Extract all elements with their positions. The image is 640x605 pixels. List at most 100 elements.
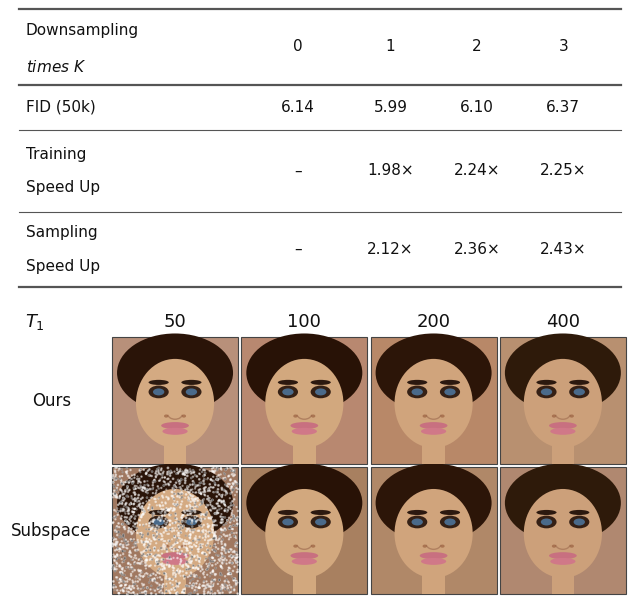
Point bbox=[111, 561, 122, 571]
Point bbox=[204, 587, 214, 597]
Point bbox=[118, 494, 129, 503]
Point bbox=[128, 478, 138, 488]
Point bbox=[180, 516, 191, 526]
Point bbox=[119, 534, 129, 544]
Point bbox=[137, 532, 147, 542]
Text: 6.10: 6.10 bbox=[460, 100, 493, 115]
Point bbox=[220, 500, 230, 509]
Point bbox=[135, 503, 145, 512]
Point bbox=[214, 505, 225, 514]
Point bbox=[177, 517, 188, 526]
Point bbox=[169, 572, 179, 581]
Point bbox=[221, 575, 232, 584]
Point bbox=[204, 561, 214, 571]
Point bbox=[154, 514, 164, 524]
Point bbox=[143, 505, 154, 515]
Point bbox=[124, 518, 134, 528]
Point bbox=[184, 581, 195, 591]
Point bbox=[191, 480, 201, 490]
Point bbox=[188, 465, 198, 475]
Point bbox=[113, 507, 123, 517]
Point bbox=[182, 468, 192, 478]
Point bbox=[181, 526, 191, 536]
Point bbox=[175, 525, 186, 534]
Point bbox=[181, 539, 191, 549]
Point bbox=[143, 481, 154, 491]
Point bbox=[140, 551, 150, 561]
Point bbox=[195, 500, 205, 510]
Point bbox=[230, 551, 240, 561]
Point bbox=[232, 589, 243, 598]
Point bbox=[210, 570, 220, 580]
Point bbox=[115, 491, 125, 501]
Point bbox=[183, 581, 193, 591]
Point bbox=[210, 478, 220, 488]
Point bbox=[145, 561, 155, 571]
Point bbox=[175, 489, 186, 499]
Ellipse shape bbox=[136, 359, 214, 448]
Point bbox=[110, 489, 120, 499]
Point bbox=[161, 480, 171, 489]
Point bbox=[229, 511, 239, 521]
Point bbox=[118, 468, 128, 477]
Point bbox=[185, 554, 195, 563]
Point bbox=[231, 577, 241, 586]
Point bbox=[134, 572, 144, 581]
Point bbox=[228, 512, 239, 522]
Point bbox=[188, 574, 198, 584]
Point bbox=[162, 505, 172, 515]
Point bbox=[122, 589, 132, 599]
Point bbox=[219, 542, 229, 552]
Point bbox=[209, 556, 220, 566]
Point bbox=[122, 463, 132, 473]
Point bbox=[229, 562, 239, 572]
Point bbox=[122, 477, 132, 486]
Point bbox=[147, 484, 157, 494]
Point bbox=[198, 476, 209, 486]
Point bbox=[187, 522, 197, 532]
Point bbox=[225, 489, 236, 499]
Point bbox=[144, 578, 154, 587]
Point bbox=[172, 533, 182, 543]
Point bbox=[215, 502, 225, 511]
Point bbox=[126, 474, 136, 484]
Point bbox=[150, 523, 160, 532]
Point bbox=[196, 561, 207, 571]
Point bbox=[203, 536, 213, 546]
Point bbox=[150, 535, 160, 545]
Point bbox=[161, 581, 171, 591]
Point bbox=[164, 574, 175, 584]
Point bbox=[195, 560, 205, 570]
Point bbox=[127, 493, 137, 503]
Point bbox=[218, 515, 228, 525]
Point bbox=[185, 506, 195, 516]
Point bbox=[141, 564, 151, 574]
Point bbox=[120, 486, 130, 496]
Point bbox=[165, 471, 175, 480]
Point bbox=[198, 531, 209, 541]
Point bbox=[135, 499, 145, 509]
Point bbox=[152, 529, 162, 539]
Point bbox=[217, 583, 227, 593]
Point bbox=[120, 507, 130, 517]
Point bbox=[132, 558, 143, 568]
Point bbox=[217, 552, 227, 561]
Point bbox=[119, 502, 129, 511]
Point bbox=[175, 567, 185, 577]
Point bbox=[111, 572, 122, 582]
Point bbox=[120, 554, 130, 564]
Point bbox=[189, 499, 200, 508]
Point bbox=[150, 544, 160, 554]
Point bbox=[230, 470, 240, 480]
Point bbox=[120, 553, 130, 563]
Point bbox=[219, 485, 229, 495]
Point bbox=[202, 500, 212, 509]
Point bbox=[166, 581, 177, 590]
Point bbox=[124, 583, 134, 593]
Point bbox=[227, 528, 237, 538]
Point bbox=[153, 559, 163, 569]
Point bbox=[227, 585, 237, 595]
Point bbox=[164, 552, 175, 562]
Point bbox=[143, 503, 154, 513]
Point bbox=[157, 549, 167, 558]
